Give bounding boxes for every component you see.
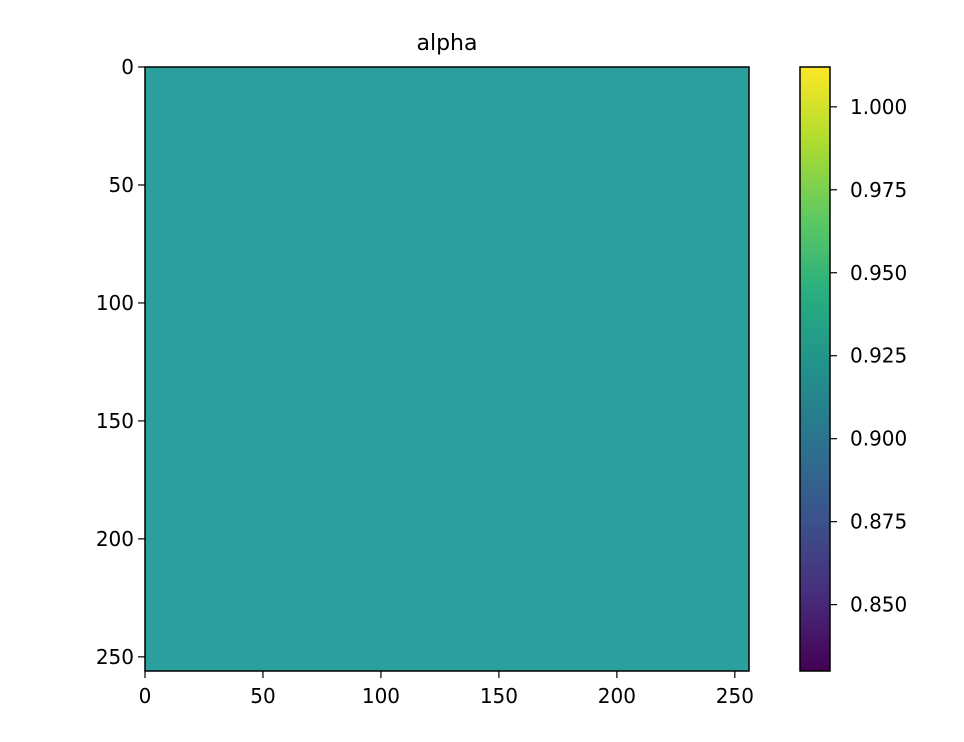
y-tick-label: 0 [121,55,134,79]
x-tick-label: 250 [716,684,754,708]
y-tick-label: 250 [96,645,134,669]
colorbar-ticks: 0.850 0.875 0.900 0.925 0.950 0.975 1.000 [830,95,907,617]
colorbar-tick-label: 0.850 [850,593,907,617]
x-tick-label: 0 [139,684,152,708]
y-tick-label: 200 [96,527,134,551]
y-tick-label: 150 [96,409,134,433]
plot-frame [144,66,750,672]
y-axis-ticks: 0 50 100 150 200 250 [96,55,145,669]
colorbar [800,67,830,671]
colorbar-tick-label: 0.900 [850,427,907,451]
x-tick-label: 200 [598,684,636,708]
colorbar-tick-label: 0.875 [850,510,907,534]
colorbar-tick-label: 0.975 [850,178,907,202]
y-tick-label: 100 [96,291,134,315]
colorbar-tick-label: 0.950 [850,261,907,285]
colorbar-tick-label: 0.925 [850,344,907,368]
heatmap-field [145,67,749,671]
chart-title: alpha [417,31,478,56]
x-axis-ticks: 0 50 100 150 200 250 [139,671,754,708]
colorbar-tick-label: 1.000 [850,95,907,119]
colorbar-frame [799,66,831,672]
y-tick-label: 50 [109,173,134,197]
x-tick-label: 50 [250,684,275,708]
x-tick-label: 150 [480,684,518,708]
x-tick-label: 100 [362,684,400,708]
